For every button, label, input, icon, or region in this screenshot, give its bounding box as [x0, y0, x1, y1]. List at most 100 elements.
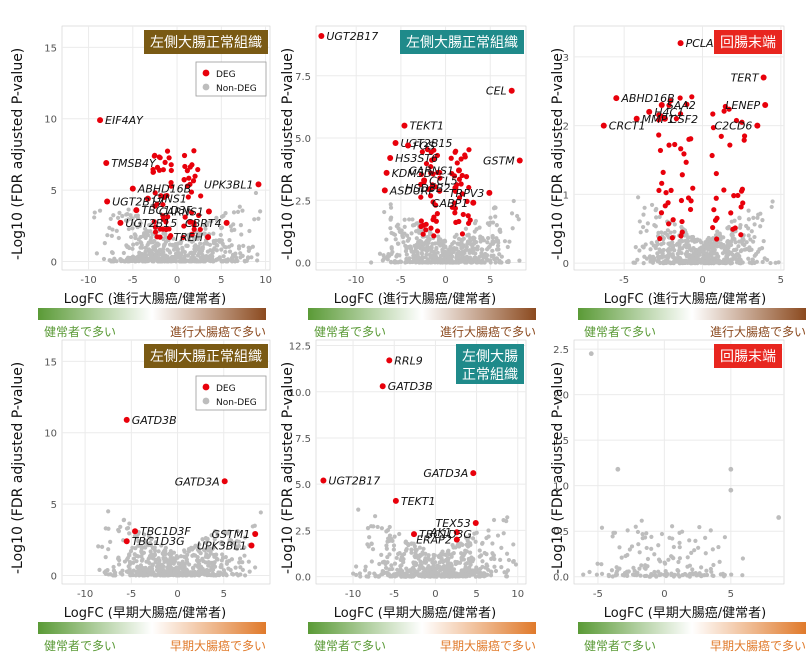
gene-label: SAA2 — [667, 99, 696, 112]
tissue-badge — [144, 30, 268, 54]
y-tick-label: 2.5 — [295, 526, 311, 537]
data-point — [320, 477, 327, 484]
gene-label: ERAP2 — [416, 534, 452, 547]
x-axis-label: LogFC (早期大腸癌/健常者) — [333, 606, 497, 621]
y-axis-label: -Log10 (FDR adjusted P-value) — [550, 361, 566, 574]
data-point — [103, 159, 110, 166]
gene-label: CARNS1 — [409, 164, 454, 177]
data-point — [754, 122, 761, 129]
gene-label: UPK3BL1 — [204, 178, 254, 191]
x-tick-label: 5 — [221, 589, 227, 600]
data-point — [383, 169, 390, 176]
gene-label: UGT2B17 — [326, 30, 378, 43]
gene-label: GATD3B — [132, 414, 177, 427]
legend-deg-label: DEG — [216, 70, 236, 80]
data-point — [452, 184, 459, 191]
data-point — [248, 542, 255, 549]
data-point — [379, 383, 386, 390]
gene-label: TRPV3 — [449, 187, 485, 200]
tissue-badge-label: 正常組織 — [462, 367, 518, 383]
x-tick-label: -5 — [389, 589, 399, 600]
direction-gradient-bar — [308, 622, 536, 634]
data-point — [453, 536, 460, 543]
gene-label: UGT2B17 — [112, 196, 164, 209]
data-point — [600, 122, 607, 129]
x-tick-label: 0 — [432, 589, 438, 600]
y-tick-label: 2.5 — [553, 345, 569, 356]
y-tick-label: 0.0 — [295, 259, 311, 270]
data-point — [728, 487, 734, 493]
tissue-badge — [714, 30, 782, 54]
non-deg-cloud — [351, 507, 519, 579]
gene-label: UGT2B15 — [125, 217, 177, 230]
gene-label: TEKT1 — [409, 120, 444, 133]
gene-label: CCL5 — [429, 174, 458, 187]
gene-label: TBC1D3G — [132, 535, 185, 548]
gene-label: TERT — [731, 72, 760, 85]
data-point — [588, 351, 594, 357]
y-tick-label: 1.5 — [553, 436, 569, 447]
y-tick-label: 0 — [51, 571, 57, 582]
legend-nondeg-label: Non-DEG — [216, 84, 257, 94]
x-axis-label: LogFC (早期大腸癌/健常者) — [603, 606, 767, 621]
data-point — [392, 497, 399, 504]
gene-label: ABHD16B — [620, 92, 674, 105]
legend-deg-label: DEG — [216, 384, 236, 394]
x-axis-label: LogFC (進行大腸癌/健常者) — [603, 292, 767, 307]
gene-label: EIF4AY — [105, 114, 144, 127]
x-axis-label: LogFC (進行大腸癌/健常者) — [63, 292, 227, 307]
x-tick-label: -10 — [348, 275, 364, 286]
deg-cloud — [418, 146, 473, 239]
x-tick-label: -10 — [77, 589, 93, 600]
tissue-badge-label: 左側大腸正常組織 — [150, 35, 262, 51]
y-tick-label: 2 — [563, 122, 569, 133]
gene-label: TBC1D3F — [141, 204, 192, 217]
gene-label: HS3ST6 — [395, 152, 438, 165]
gene-label: GSTM1 — [211, 528, 250, 541]
gene-label: CARNS1 — [159, 205, 204, 218]
data-point — [133, 207, 140, 214]
legend-nondeg-dot — [202, 83, 210, 91]
data-point — [658, 102, 665, 109]
direction-gradient-bar — [578, 308, 806, 320]
data-point — [205, 234, 212, 241]
tissue-badge — [400, 30, 524, 54]
x-tick-label: 5 — [778, 275, 784, 286]
gene-label: GINS1 — [153, 193, 187, 206]
data-point — [615, 466, 621, 472]
gene-label: TEKT1 — [401, 495, 436, 508]
gene-label: TBC1D3F — [140, 525, 191, 538]
data-point — [613, 95, 620, 102]
data-point — [104, 198, 111, 205]
y-tick-label: 2.5 — [295, 196, 311, 207]
x-tick-label: 5 — [218, 275, 224, 286]
right-group-label: 進行大腸癌で多い — [169, 325, 266, 339]
tissue-badge — [456, 344, 524, 384]
y-tick-label: 10.0 — [289, 388, 311, 399]
x-tick-label: 0 — [174, 589, 180, 600]
y-tick-label: 5.0 — [295, 480, 311, 491]
data-point — [392, 140, 399, 147]
gene-label: CBRT4 — [185, 217, 222, 230]
x-tick-label: 0 — [699, 275, 705, 286]
gene-label: GATD3A — [175, 475, 220, 488]
data-point — [205, 208, 212, 215]
y-tick-label: 0.5 — [553, 527, 569, 538]
direction-gradient-bar — [38, 622, 266, 634]
tissue-badge-label: 回腸末端 — [720, 35, 776, 51]
data-point — [405, 142, 412, 149]
direction-gradient-bar — [578, 622, 806, 634]
tissue-badge-label: 左側大腸正常組織 — [150, 349, 262, 365]
data-point — [776, 515, 782, 520]
y-tick-label: 1 — [563, 190, 569, 201]
gene-label: CABP1 — [432, 197, 468, 210]
gene-label: KDM5D — [392, 167, 433, 180]
y-tick-label: 0.0 — [295, 573, 311, 584]
plot-area — [315, 25, 527, 271]
x-tick-label: 0 — [174, 275, 180, 286]
data-point — [123, 538, 130, 545]
left-group-label: 健常者で多い — [44, 325, 117, 339]
data-point — [760, 74, 767, 81]
data-point — [318, 32, 325, 39]
